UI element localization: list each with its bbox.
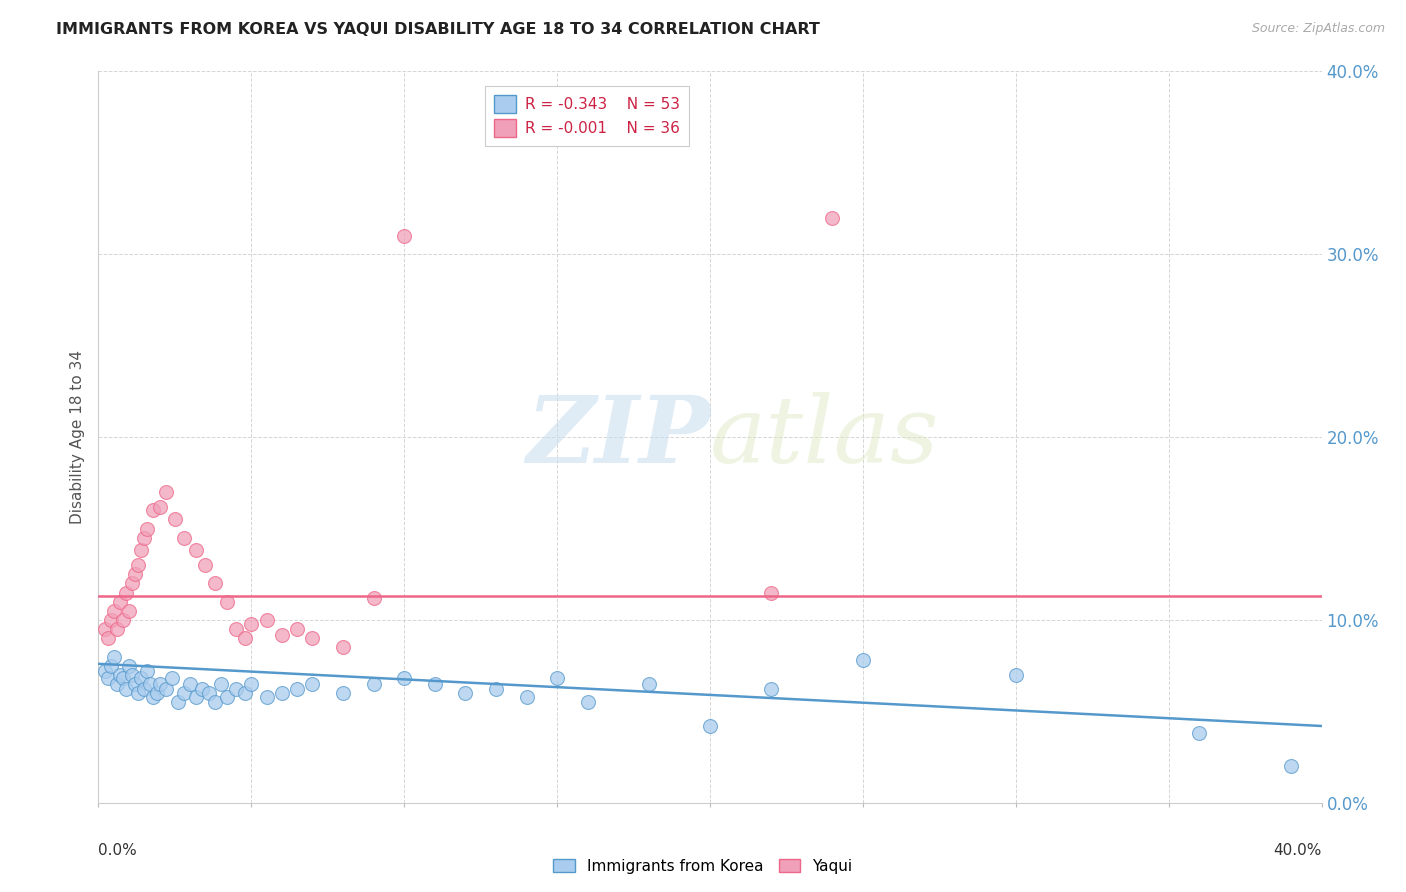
Text: 0.0%: 0.0% xyxy=(98,843,138,858)
Point xyxy=(699,719,721,733)
Point xyxy=(103,604,125,618)
Point xyxy=(142,503,165,517)
Point xyxy=(115,585,138,599)
Point xyxy=(167,695,190,709)
Point xyxy=(225,682,247,697)
Point xyxy=(149,677,172,691)
Point xyxy=(186,690,208,704)
Point xyxy=(1004,667,1026,681)
Point xyxy=(332,640,354,655)
Point xyxy=(121,667,143,681)
Legend: R = -0.343    N = 53, R = -0.001    N = 36: R = -0.343 N = 53, R = -0.001 N = 36 xyxy=(485,87,689,146)
Point xyxy=(821,211,844,225)
Point xyxy=(127,686,149,700)
Point xyxy=(233,632,256,646)
Point xyxy=(423,677,446,691)
Point xyxy=(576,695,599,709)
Point xyxy=(105,622,128,636)
Point xyxy=(194,558,217,573)
Point xyxy=(215,690,238,704)
Point xyxy=(270,686,292,700)
Point xyxy=(759,585,782,599)
Point xyxy=(124,567,146,582)
Point xyxy=(139,677,162,691)
Point xyxy=(240,677,263,691)
Point xyxy=(142,690,165,704)
Point xyxy=(121,576,143,591)
Point xyxy=(1188,726,1211,740)
Point xyxy=(852,653,875,667)
Point xyxy=(173,531,195,545)
Point xyxy=(256,613,278,627)
Point xyxy=(111,613,134,627)
Point xyxy=(179,677,201,691)
Point xyxy=(209,677,232,691)
Text: atlas: atlas xyxy=(710,392,939,482)
Point xyxy=(115,682,138,697)
Point xyxy=(93,622,115,636)
Point xyxy=(285,622,308,636)
Point xyxy=(103,649,125,664)
Point xyxy=(301,632,323,646)
Point xyxy=(108,594,131,608)
Point xyxy=(108,667,131,681)
Legend: Immigrants from Korea, Yaqui: Immigrants from Korea, Yaqui xyxy=(547,853,859,880)
Point xyxy=(186,543,208,558)
Point xyxy=(546,672,568,686)
Point xyxy=(240,616,263,631)
Point xyxy=(136,664,159,678)
Point xyxy=(392,672,416,686)
Point xyxy=(97,672,120,686)
Point xyxy=(155,682,177,697)
Text: IMMIGRANTS FROM KOREA VS YAQUI DISABILITY AGE 18 TO 34 CORRELATION CHART: IMMIGRANTS FROM KOREA VS YAQUI DISABILIT… xyxy=(56,22,820,37)
Text: 40.0%: 40.0% xyxy=(1274,843,1322,858)
Point xyxy=(363,677,385,691)
Point xyxy=(127,558,149,573)
Point xyxy=(100,658,122,673)
Point xyxy=(332,686,354,700)
Point xyxy=(516,690,538,704)
Point xyxy=(225,622,247,636)
Point xyxy=(149,500,172,514)
Point xyxy=(256,690,278,704)
Point xyxy=(105,677,128,691)
Point xyxy=(285,682,308,697)
Point xyxy=(145,686,167,700)
Point xyxy=(637,677,661,691)
Point xyxy=(454,686,477,700)
Point xyxy=(118,604,141,618)
Point xyxy=(173,686,195,700)
Point xyxy=(134,531,156,545)
Point xyxy=(111,672,134,686)
Point xyxy=(392,228,416,243)
Point xyxy=(233,686,256,700)
Point xyxy=(204,695,226,709)
Point xyxy=(485,682,508,697)
Point xyxy=(136,521,159,535)
Point xyxy=(93,664,115,678)
Point xyxy=(197,686,219,700)
Point xyxy=(160,672,183,686)
Point xyxy=(1279,759,1302,773)
Point xyxy=(759,682,782,697)
Text: ZIP: ZIP xyxy=(526,392,710,482)
Point xyxy=(97,632,120,646)
Point xyxy=(363,591,385,605)
Point xyxy=(204,576,226,591)
Point xyxy=(134,682,156,697)
Point xyxy=(301,677,323,691)
Point xyxy=(191,682,214,697)
Point xyxy=(100,613,122,627)
Text: Source: ZipAtlas.com: Source: ZipAtlas.com xyxy=(1251,22,1385,36)
Point xyxy=(215,594,238,608)
Point xyxy=(129,543,152,558)
Point xyxy=(129,672,152,686)
Y-axis label: Disability Age 18 to 34: Disability Age 18 to 34 xyxy=(70,350,86,524)
Point xyxy=(270,627,292,641)
Point xyxy=(155,485,177,500)
Point xyxy=(124,677,146,691)
Point xyxy=(118,658,141,673)
Point xyxy=(163,512,186,526)
